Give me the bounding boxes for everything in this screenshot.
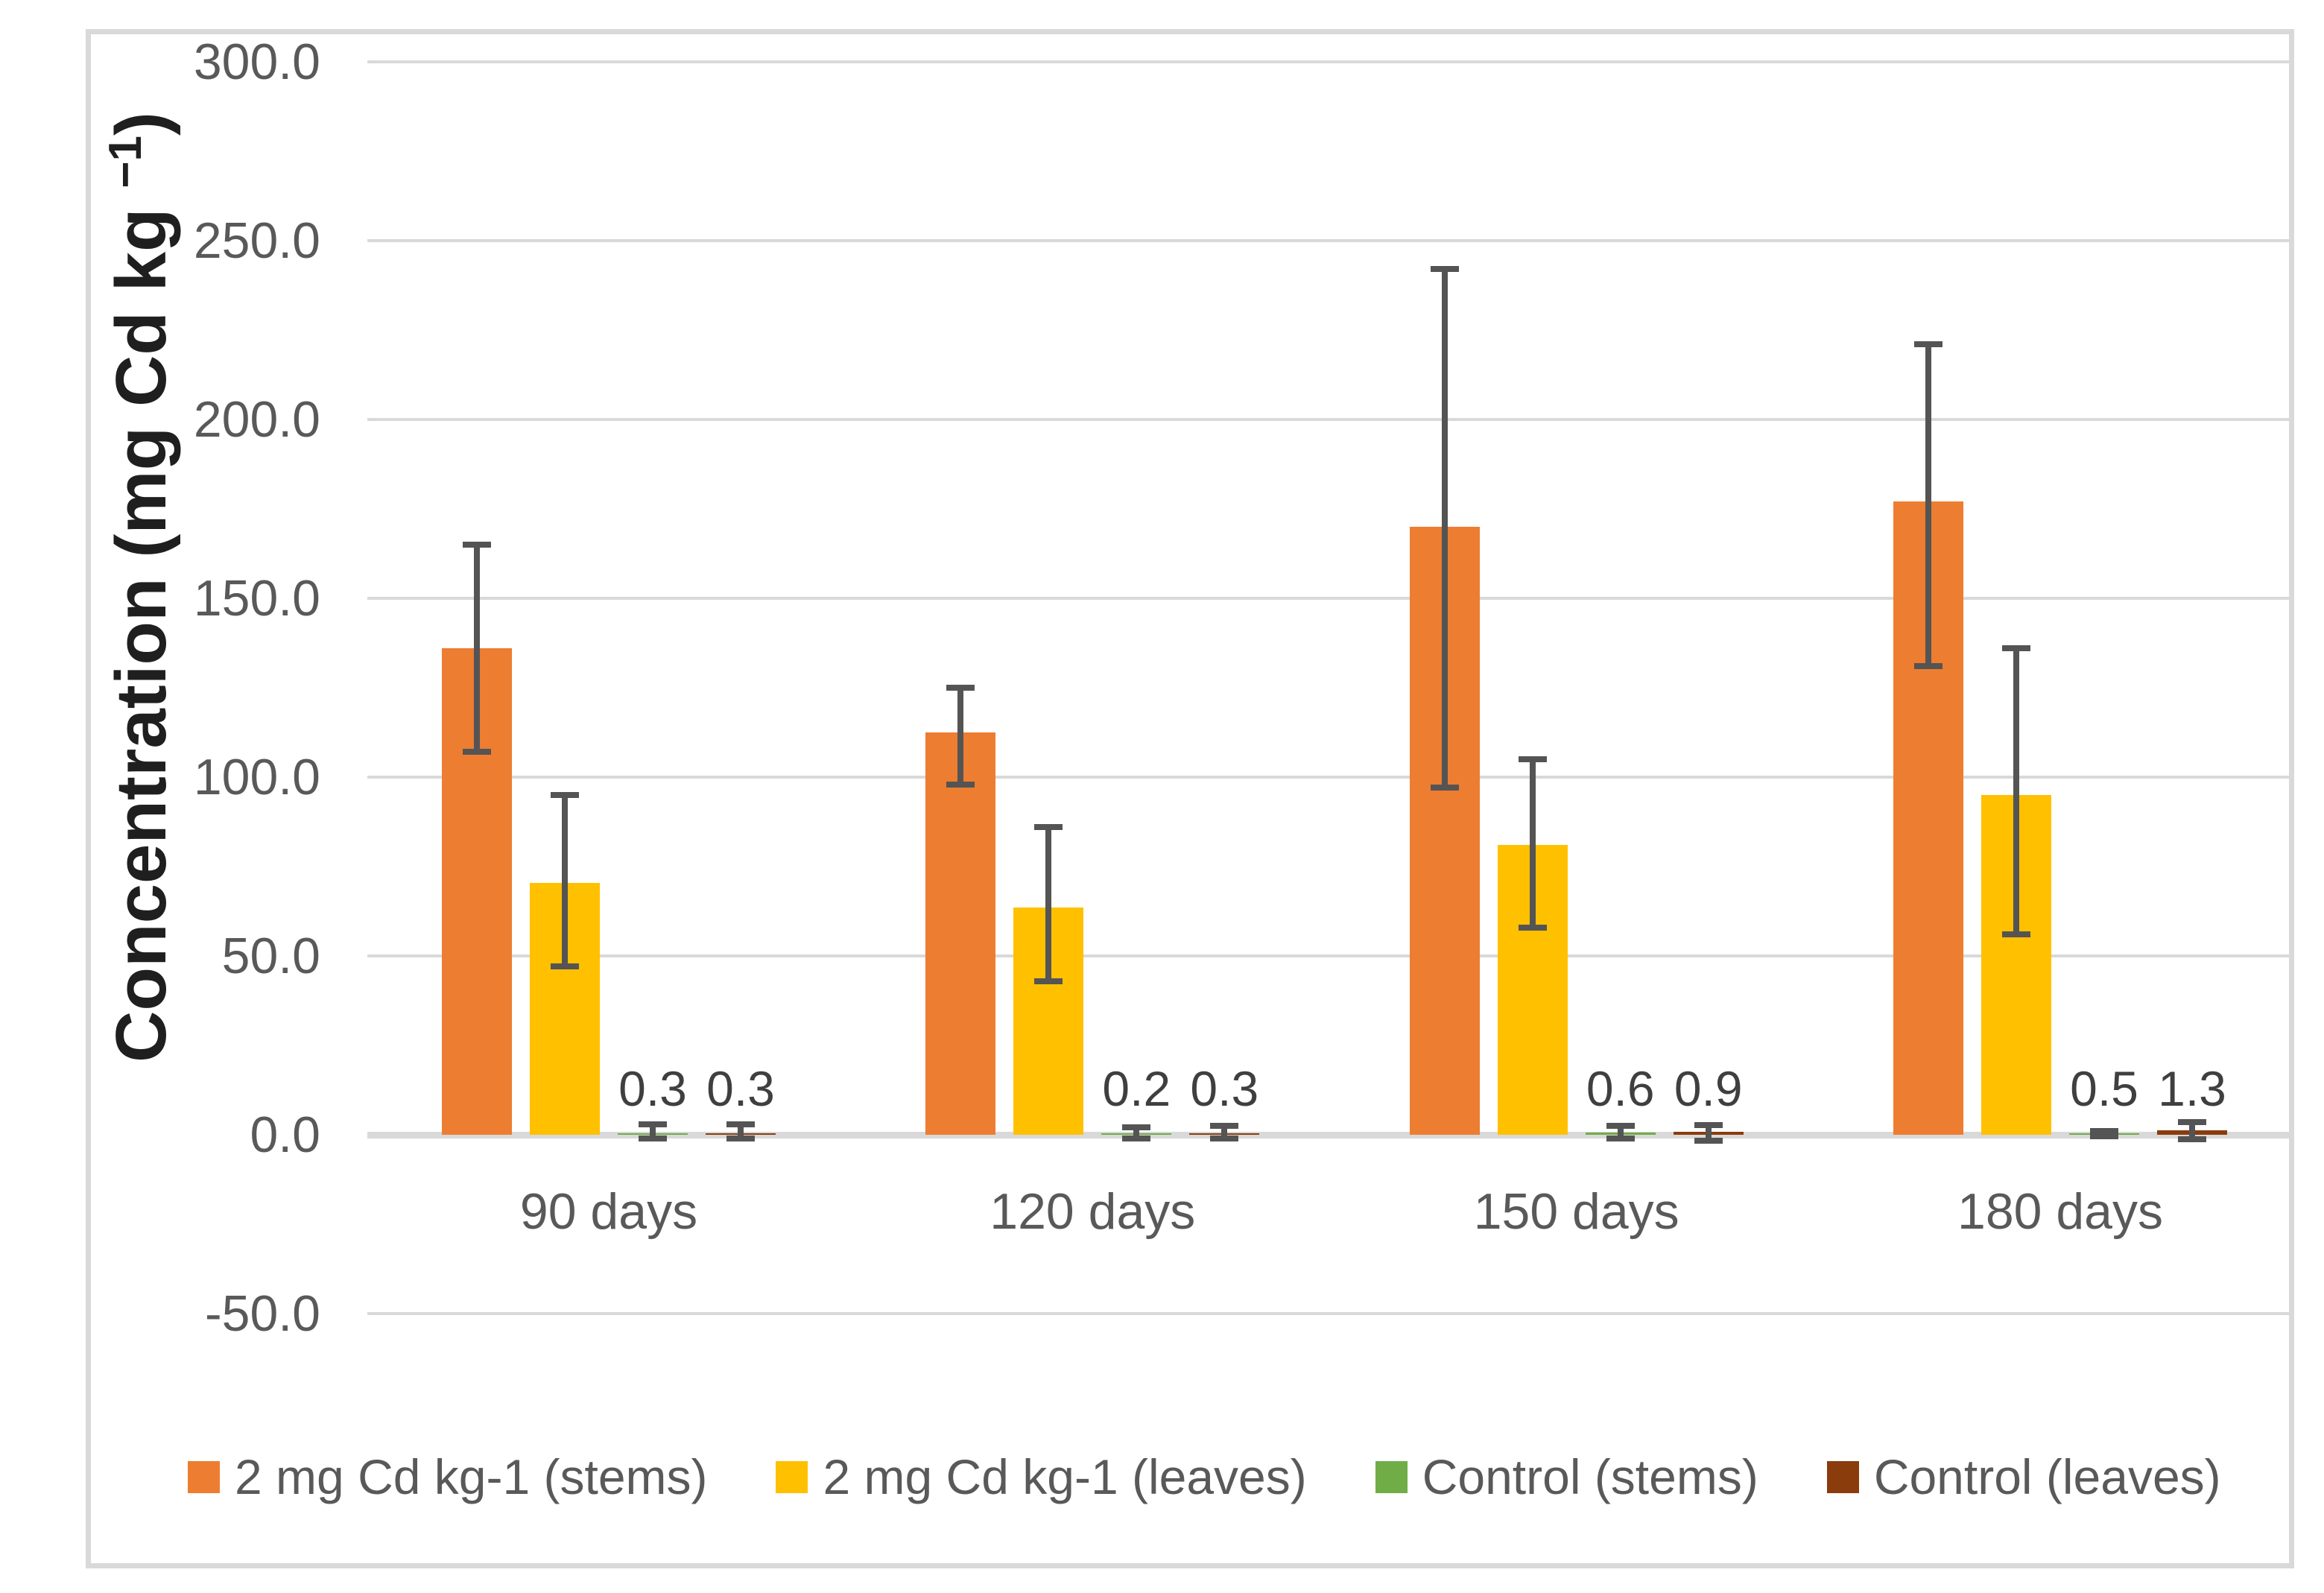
error-bar-cap-bottom — [1694, 1138, 1723, 1144]
error-bar-cap-bottom — [1914, 663, 1943, 670]
y-tick-label: -50.0 — [205, 1285, 320, 1342]
gridline — [367, 954, 2291, 957]
y-tick-label: 100.0 — [193, 749, 320, 805]
error-bar-cap-bottom — [2178, 1136, 2206, 1142]
data-label: 0.5 — [2070, 1061, 2138, 1116]
data-label: 0.6 — [1586, 1061, 1655, 1116]
gridline — [367, 776, 2291, 779]
category-label: 120 days — [990, 1183, 1196, 1240]
legend-swatch — [776, 1460, 808, 1493]
legend-label: Control (leaves) — [1873, 1449, 2221, 1504]
gridline — [367, 597, 2291, 600]
gridline — [367, 60, 2291, 63]
error-bar — [562, 795, 568, 967]
error-bar-cap-top — [2178, 1118, 2206, 1125]
error-bar-cap-bottom — [726, 1135, 755, 1141]
error-bar — [957, 688, 964, 785]
y-tick-label: 50.0 — [221, 928, 320, 984]
data-label: 0.9 — [1674, 1061, 1743, 1116]
data-label: 1.3 — [2158, 1061, 2226, 1116]
legend-item: 2 mg Cd kg-1 (leaves) — [776, 1449, 1307, 1504]
error-bar-cap-top — [1914, 341, 1943, 348]
y-tick-label: 0.0 — [250, 1106, 320, 1163]
legend: 2 mg Cd kg-1 (stems) 2 mg Cd kg-1 (leaves… — [188, 1447, 2221, 1507]
data-label: 0.3 — [618, 1061, 687, 1116]
error-bar — [1529, 759, 1536, 928]
legend-swatch — [188, 1460, 220, 1493]
error-bar-cap-top — [463, 542, 491, 548]
error-bar-cap-bottom — [551, 963, 579, 970]
error-bar-cap-bottom — [2002, 931, 2030, 938]
y-axis-title-close: ) — [101, 112, 181, 136]
error-bar-cap-top — [551, 792, 579, 798]
error-bar — [2013, 648, 2019, 935]
error-bar-cap-bottom — [639, 1135, 667, 1141]
error-bar-cap-top — [1430, 266, 1459, 273]
error-bar — [650, 1124, 656, 1138]
y-tick-label: 200.0 — [193, 391, 320, 448]
category-label: 90 days — [519, 1183, 698, 1240]
error-bar — [738, 1124, 744, 1138]
legend-item: Control (stems) — [1375, 1451, 1758, 1503]
category-label: 150 days — [1473, 1183, 1679, 1240]
category-label: 180 days — [1957, 1183, 2163, 1240]
legend-label: 2 mg Cd kg-1 (leaves) — [823, 1449, 1307, 1504]
y-tick-label: 300.0 — [193, 34, 320, 90]
gridline — [367, 418, 2291, 421]
error-bar-cap-bottom — [463, 749, 491, 756]
error-bar-cap-top — [1034, 824, 1063, 831]
error-bar-cap-top — [1122, 1124, 1151, 1131]
gridline — [367, 239, 2291, 242]
bar-series1-120-days — [925, 732, 996, 1135]
error-bar-cap-bottom — [1034, 978, 1063, 984]
legend-swatch — [1826, 1460, 1859, 1493]
legend-item: Control (leaves) — [1826, 1449, 2221, 1504]
error-bar-cap-bottom — [1210, 1135, 1239, 1141]
gridline — [367, 1312, 2291, 1315]
legend-item: 2 mg Cd kg-1 (stems) — [188, 1451, 707, 1503]
error-bar-cap-bottom — [1606, 1135, 1635, 1141]
data-label: 0.3 — [1190, 1061, 1259, 1116]
y-axis-title-superscript: −1 — [100, 135, 151, 189]
legend-swatch — [1375, 1460, 1408, 1493]
error-bar-cap-top — [2002, 645, 2030, 652]
x-axis-line — [367, 1132, 2291, 1138]
error-bar-cap-top — [1518, 756, 1547, 762]
error-bar — [2189, 1121, 2195, 1139]
error-bar-cap-bottom — [1430, 785, 1459, 791]
error-bar — [1925, 344, 1931, 667]
error-bar — [1441, 269, 1448, 788]
legend-label: Control (stems) — [1422, 1449, 1758, 1504]
figure-border — [86, 29, 2294, 1568]
error-bar — [1133, 1127, 1140, 1138]
error-bar-cap-bottom — [946, 781, 975, 788]
y-tick-label: 250.0 — [193, 212, 320, 269]
error-bar-cap-top — [946, 685, 975, 691]
error-bar-cap-top — [726, 1121, 755, 1128]
error-bar-cap-top — [1694, 1122, 1723, 1129]
data-label: 0.2 — [1102, 1061, 1171, 1116]
error-bar — [1705, 1125, 1712, 1141]
error-bar-cap-top — [1210, 1123, 1239, 1129]
error-bar-cap-top — [1606, 1123, 1635, 1129]
y-tick-label: 150.0 — [193, 570, 320, 627]
error-bar — [1045, 827, 1052, 981]
error-bar-cap-bottom — [2090, 1133, 2118, 1140]
error-bar — [1617, 1126, 1624, 1138]
error-bar-cap-top — [639, 1121, 667, 1128]
legend-label: 2 mg Cd kg-1 (stems) — [235, 1449, 708, 1504]
data-label: 0.3 — [706, 1061, 775, 1116]
error-bar-cap-top — [2090, 1128, 2118, 1135]
error-bar — [1221, 1126, 1228, 1138]
error-bar-cap-bottom — [1518, 924, 1547, 931]
error-bar-cap-bottom — [1122, 1135, 1151, 1141]
error-bar — [474, 545, 480, 753]
